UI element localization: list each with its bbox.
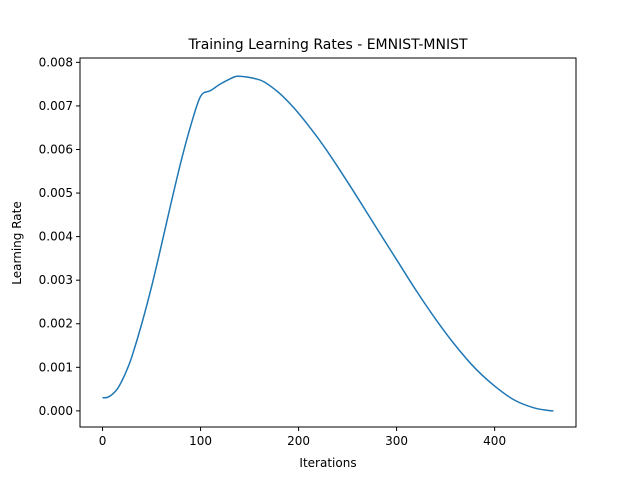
x-axis: 0 100 200 300 400	[99, 427, 506, 448]
y-tick-label: 0.002	[39, 317, 73, 331]
y-tick-label: 0.001	[39, 360, 73, 374]
x-axis-label: Iterations	[299, 456, 356, 470]
x-tick-label: 0	[99, 434, 107, 448]
y-tick-label: 0.004	[39, 230, 73, 244]
series-line-0	[102, 75, 554, 412]
y-tick-label: 0.000	[39, 404, 73, 418]
y-tick-label: 0.006	[39, 142, 73, 156]
x-tick-label: 400	[483, 434, 506, 448]
x-tick-label: 300	[385, 434, 408, 448]
plot-frame	[79, 57, 577, 428]
y-tick-label: 0.007	[39, 99, 73, 113]
plot-area	[102, 75, 554, 412]
x-tick-label: 200	[287, 434, 310, 448]
chart-title: Training Learning Rates - EMNIST-MNIST	[187, 37, 468, 53]
y-tick-label: 0.003	[39, 273, 73, 287]
y-tick-label: 0.008	[39, 55, 73, 69]
x-tick-label: 100	[189, 434, 212, 448]
y-axis: 0.000 0.001 0.002 0.003 0.004 0.005 0.006 0.007…	[39, 55, 80, 418]
y-axis-label: Learning Rate	[10, 201, 24, 284]
y-tick-label: 0.005	[39, 186, 73, 200]
